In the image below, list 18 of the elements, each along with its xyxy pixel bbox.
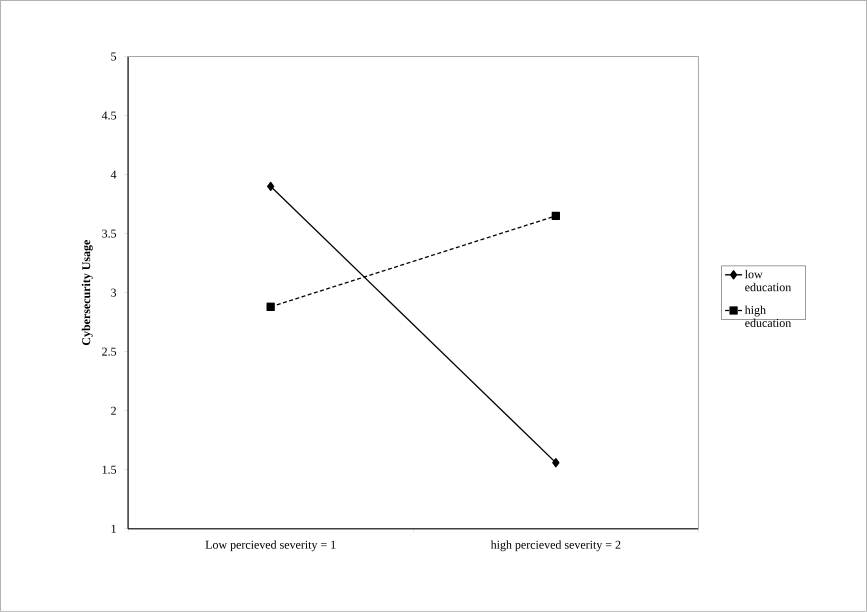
y-tick-label: 2.5	[102, 348, 116, 356]
y-tick-label: 4.5	[102, 112, 116, 120]
legend-label: low education	[744, 270, 792, 292]
y-tick-label: 5	[111, 52, 116, 61]
y-tick-label: 3	[111, 288, 116, 297]
y-tick-label: 1	[112, 524, 116, 533]
point	[267, 182, 274, 192]
point	[552, 458, 560, 468]
y-axis-title: Cybersecurity Usage	[82, 240, 93, 346]
x-tick-label: high percieved severity = 2	[490, 540, 620, 552]
y-tick-label: 3.5	[102, 230, 116, 238]
y-tick-label: 1.5	[102, 466, 116, 474]
x-tick-label: Low percieved severity = 1	[206, 540, 336, 552]
y-tick-label: 2	[111, 406, 116, 415]
y-tick-label: 4	[110, 170, 116, 179]
legend-label: high education	[744, 306, 792, 328]
point	[266, 302, 275, 312]
point	[552, 212, 560, 220]
